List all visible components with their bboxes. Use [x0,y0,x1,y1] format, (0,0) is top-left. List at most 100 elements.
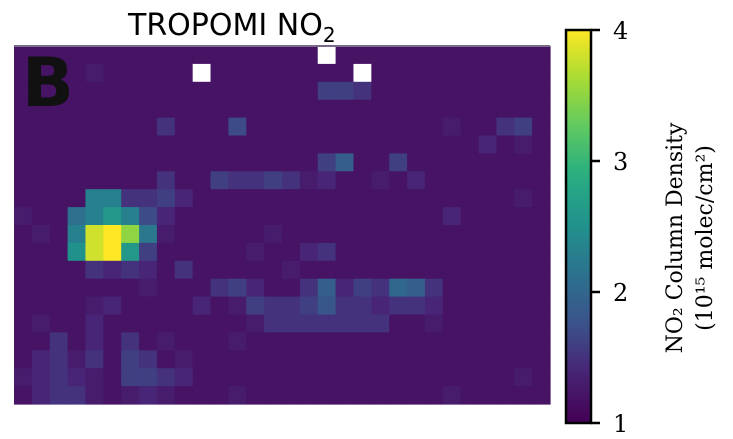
heatmap-cell [121,225,140,244]
heatmap-cell [31,368,51,387]
heatmap-cell [496,314,515,333]
heatmap-cell [442,189,462,208]
heatmap-cell [424,350,444,369]
heatmap-cell [335,386,355,405]
heatmap-cell [121,260,140,280]
heatmap-cell [210,207,229,226]
heatmap-cell [139,242,158,262]
heatmap-cell [49,296,69,316]
heatmap-cell [407,225,426,244]
heatmap-cell [31,332,51,351]
heatmap-cell [442,314,462,333]
heatmap-cell [210,278,229,298]
heatmap-cell [192,386,212,405]
heatmap-cell [174,153,194,172]
heatmap-cell [228,242,247,262]
heatmap-cell [192,278,212,298]
heatmap-cell [371,350,390,369]
heatmap-cell [424,81,444,101]
heatmap-cell [299,260,319,280]
heatmap-cell [246,135,265,154]
heatmap-cell [496,81,515,101]
heatmap-cell [31,225,51,244]
heatmap-cell [192,117,212,137]
colorbar-ticks: 1 2 3 4 [591,17,628,438]
heatmap-cell [103,386,122,405]
heatmap-cell [407,117,426,137]
heatmap-cell [478,81,497,101]
heatmap-cell [442,63,462,83]
heatmap-cell [389,99,408,119]
heatmap-cell [335,135,355,154]
heatmap-cell [192,46,212,65]
heatmap-cell [317,135,337,154]
heatmap-cell [246,63,265,83]
heatmap-cell [139,314,158,333]
heatmap-cell [460,260,480,280]
heatmap-cell [282,350,301,369]
heatmap-cell [335,46,355,65]
heatmap-cell [335,225,355,244]
heatmap-cell [192,189,212,208]
heatmap-cell [174,99,194,119]
heatmap-cell [335,81,355,101]
heatmap-cell [31,242,51,262]
heatmap-cell [496,46,515,65]
heatmap-cell [210,332,229,351]
heatmap-cell [478,386,497,405]
heatmap-cell [246,225,265,244]
heatmap-cell [210,171,229,190]
heatmap-cell [317,171,337,190]
heatmap-cell [389,278,408,298]
heatmap-cell [264,189,283,208]
heatmap-cell [31,99,51,119]
heatmap-cell [228,153,247,172]
heatmap-cell [49,242,69,262]
heatmap-cell [174,81,194,101]
heatmap-cell [67,63,87,83]
heatmap-cell [103,242,122,262]
heatmap-cell [121,46,140,65]
heatmap-cell [282,117,301,137]
heatmap-cell [264,260,283,280]
heatmap-cell [532,332,551,351]
heatmap-cell [139,153,158,172]
heatmap-cell [210,81,229,101]
heatmap-cell [335,99,355,119]
heatmap-cell [228,314,247,333]
heatmap-cell-missing [317,46,337,65]
heatmap-cell [85,99,104,119]
heatmap-cell [264,153,283,172]
heatmap-cell [85,242,104,262]
heatmap-cell [210,314,229,333]
heatmap-cell [103,225,122,244]
heatmap-cell [442,207,462,226]
heatmap-cell [49,260,69,280]
heatmap-cell [49,135,69,154]
heatmap-cell [532,225,551,244]
heatmap-cell [103,189,122,208]
heatmap-cell [49,99,69,119]
heatmap-cell [514,278,533,298]
heatmap-cell [353,117,372,137]
heatmap-cell [424,171,444,190]
heatmap-cell [389,386,408,405]
heatmap-cell [246,46,265,65]
heatmap-cell [49,314,69,333]
heatmap-cell [442,135,462,154]
heatmap-cell [460,171,480,190]
chart-title-text: TROPOMI NO [128,8,323,43]
heatmap-cell [514,189,533,208]
heatmap-cell [496,171,515,190]
heatmap-cell [139,260,158,280]
heatmap-cell [317,332,337,351]
heatmap-cell [67,260,87,280]
heatmap-cell [317,350,337,369]
heatmap-cell [478,117,497,137]
heatmap-cell [264,99,283,119]
heatmap-cell [389,242,408,262]
heatmap-cell [514,81,533,101]
heatmap-cell [174,63,194,83]
heatmap-cell [353,189,372,208]
heatmap-cell [514,242,533,262]
